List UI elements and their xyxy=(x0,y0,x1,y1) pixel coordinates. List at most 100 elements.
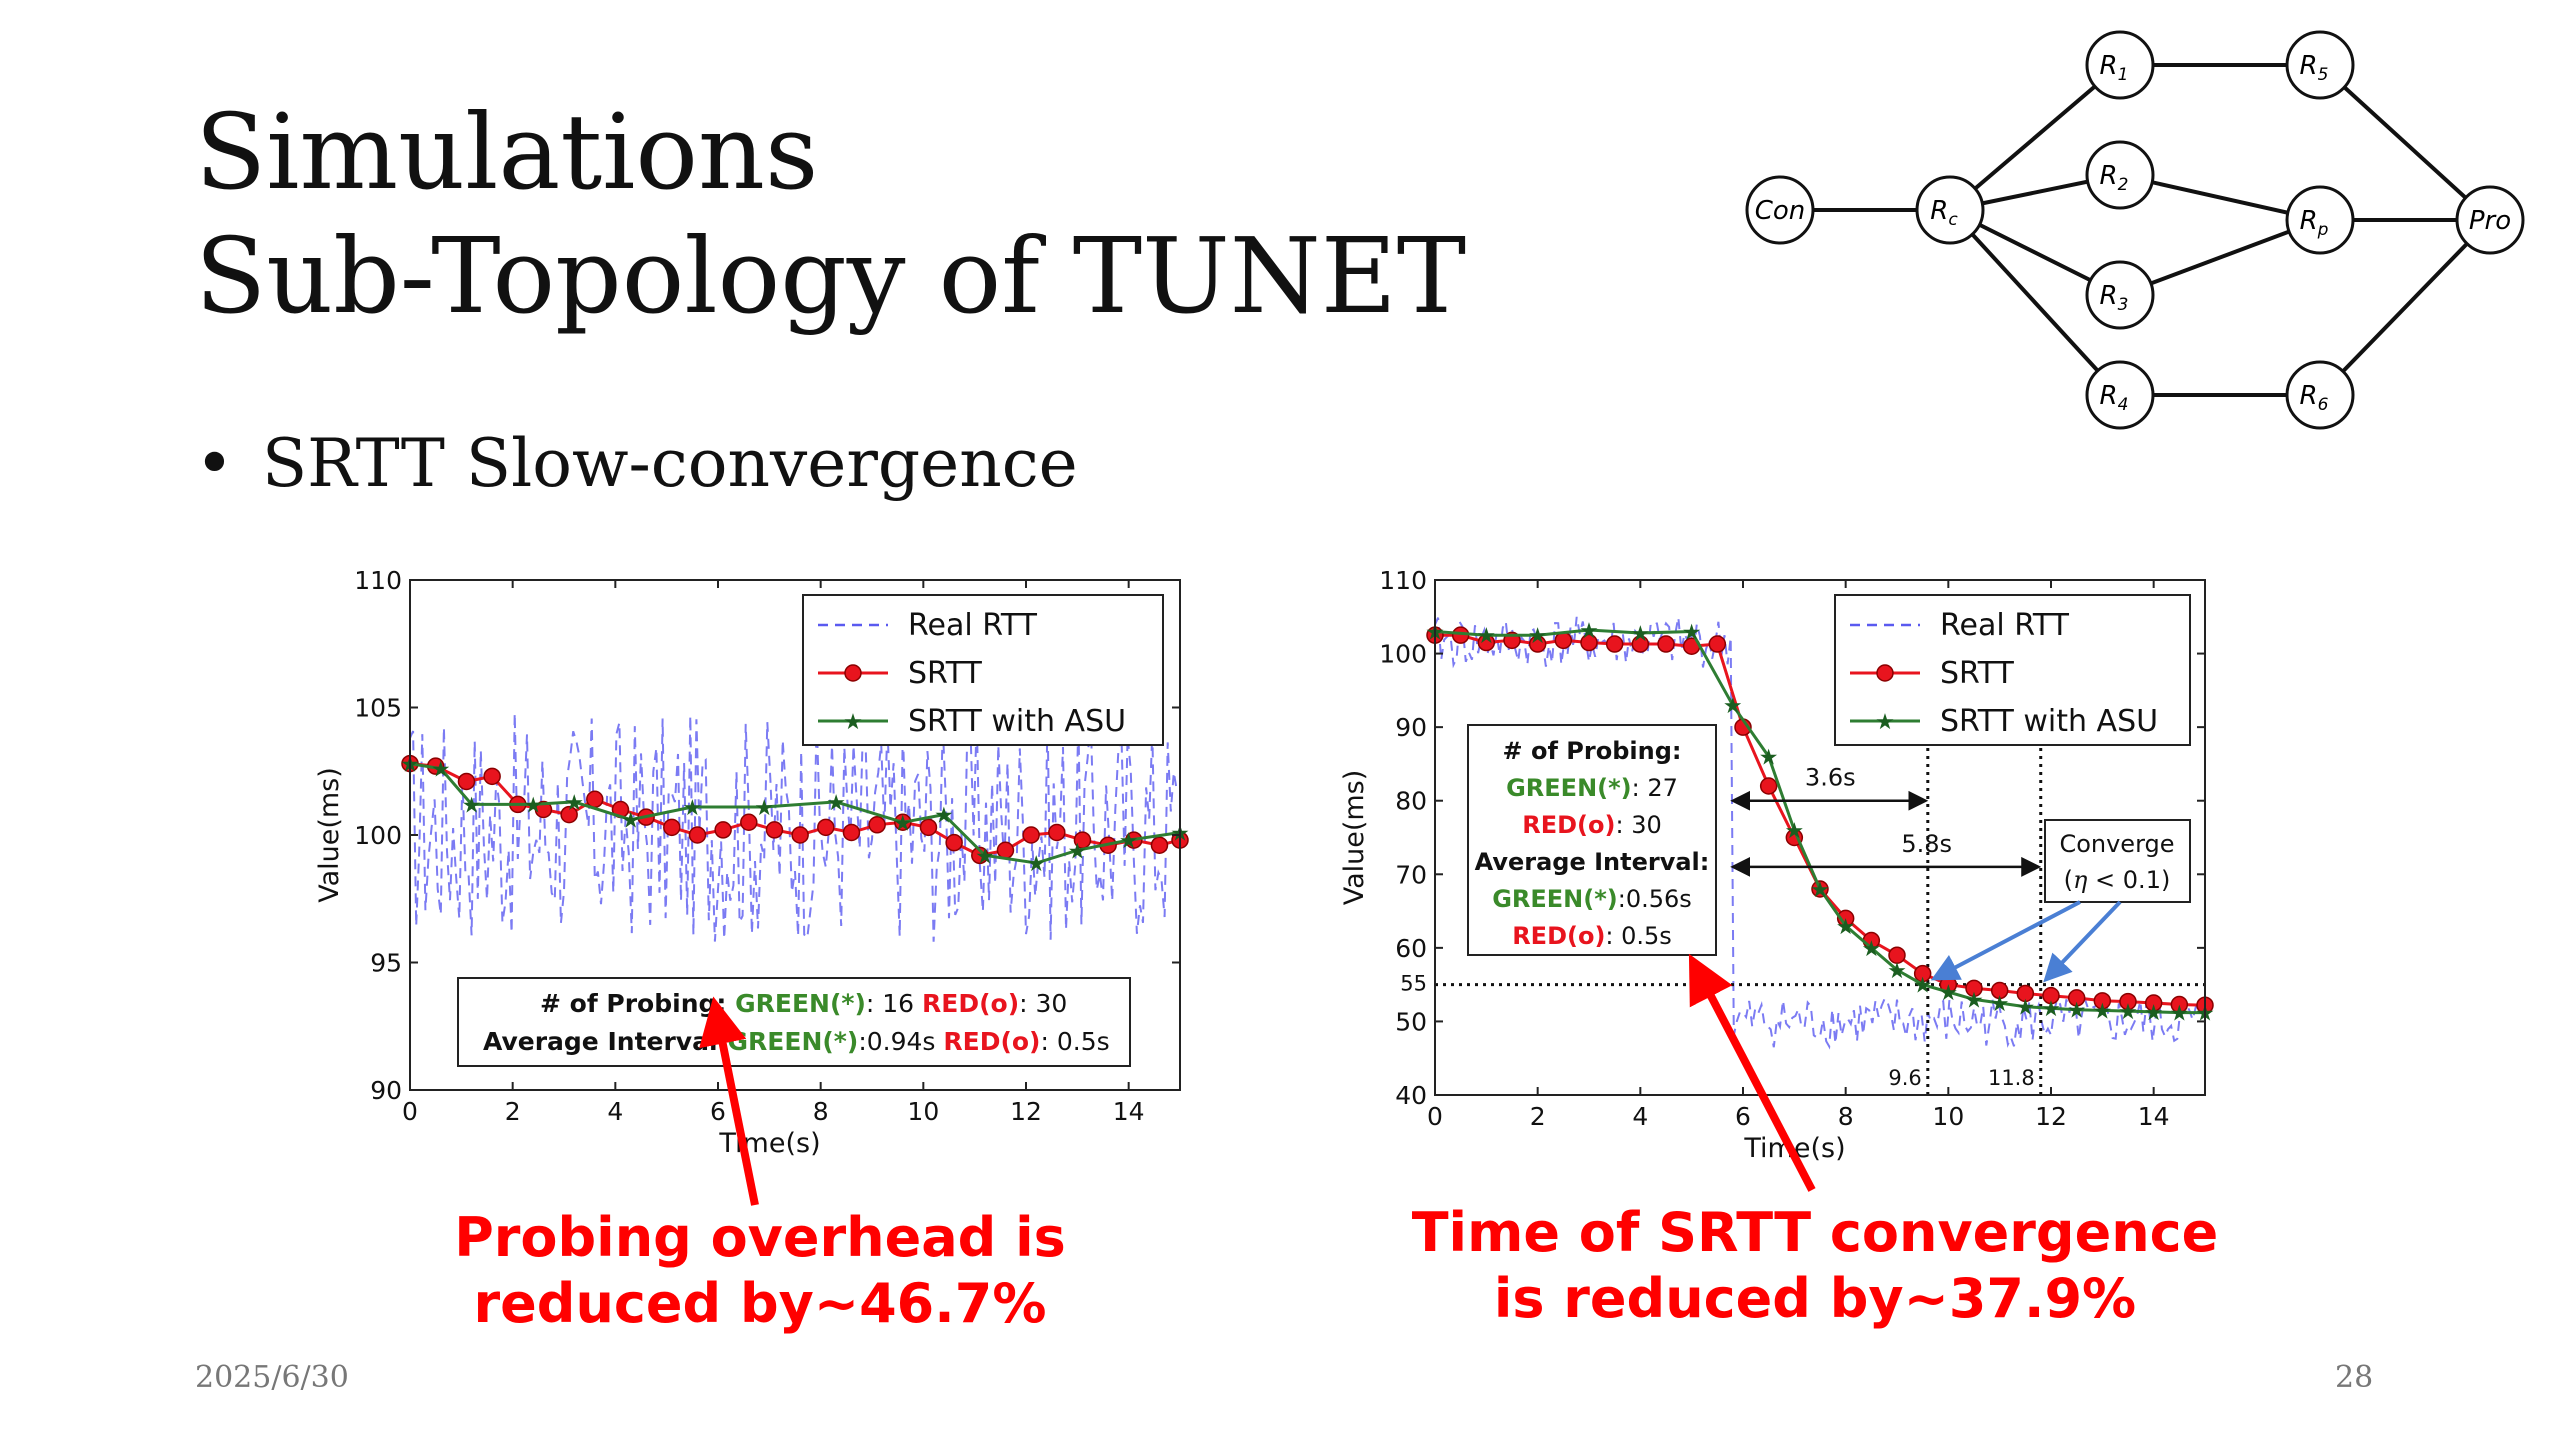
x-tick-label: 4 xyxy=(1632,1102,1648,1131)
srtt-point xyxy=(560,805,578,824)
y-tick-label: 60 xyxy=(1395,934,1427,963)
asu-point: ★ xyxy=(621,809,641,834)
topology-node-label: R6 xyxy=(2300,381,2329,415)
asu-point: ★ xyxy=(1026,852,1046,877)
svg-text:★: ★ xyxy=(1875,710,1895,735)
asu-point: ★ xyxy=(523,793,543,818)
asu-point: ★ xyxy=(564,791,584,816)
left-callout-line-2: reduced by~46.7% xyxy=(473,1272,1047,1335)
x-tick-label: 0 xyxy=(1427,1102,1443,1131)
footer-date: 2025/6/30 xyxy=(195,1360,349,1395)
convergence-time-label: 11.8 xyxy=(1988,1066,2035,1090)
bullet-dot-icon: • xyxy=(195,425,234,502)
annotation-frame xyxy=(1467,724,1717,956)
x-tick-label: 12 xyxy=(2035,1102,2067,1131)
srtt-point xyxy=(2067,989,2086,1007)
srtt-point xyxy=(714,821,732,839)
annotation-line-1: # of Probing: xyxy=(1503,737,1682,765)
topology-node-r3: R3 xyxy=(2085,260,2155,330)
srtt-point xyxy=(1888,946,1906,964)
legend-label: Real RTT xyxy=(1940,608,2070,643)
asu-point: ★ xyxy=(1836,915,1856,940)
asu-point: ★ xyxy=(2041,997,2061,1022)
chart-right: ★ ★ ★ ★ ★ ★★★★★★★★★ ★ ★ ★ ★ ★ ★ ★ ★ ★ ★ ★ 0 2 4 6 8 10 12 14 40 5… xyxy=(1339,566,2215,1164)
page-title: Simulations Sub-Topology of TUNET xyxy=(195,90,1466,338)
x-axis-label: Time(s) xyxy=(718,1128,820,1159)
series-line xyxy=(409,762,1181,865)
asu-point: ★ xyxy=(1784,819,1804,844)
topology-edge-r6-pro xyxy=(2318,218,2492,397)
topology-node-label: R2 xyxy=(2100,161,2129,195)
srtt-point xyxy=(791,826,809,844)
asu-point: ★ xyxy=(1119,829,1139,854)
duration-label: 3.6s xyxy=(1805,764,1856,792)
srtt-point xyxy=(1022,826,1040,844)
x-tick-label: 0 xyxy=(402,1097,418,1126)
srtt-point xyxy=(1990,981,2009,1000)
topology-node-r2: R2 xyxy=(2085,140,2155,210)
chart-left: ★ ★★ ★ ★★★ ★ ★★ ★★ ★★ ★ ★ 0 2 4 6 8 10 12 14909510010511… xyxy=(314,566,1190,1159)
convergence-annotations: 3.6s 5.8s 9.6 11.8 Converge (η < 0.1) xyxy=(1730,764,2191,1090)
srtt-point xyxy=(945,833,963,852)
srtt-point xyxy=(1631,635,1650,653)
legend-label: Real RTT xyxy=(908,608,1038,643)
asu-point: ★ xyxy=(2144,1001,2164,1026)
x-tick-label: 10 xyxy=(907,1097,939,1126)
asu-point: ★ xyxy=(2169,1002,2189,1027)
annotation-line-6: RED(o): 0.5s xyxy=(1512,922,1672,950)
srtt-series xyxy=(401,754,1189,865)
srtt-point xyxy=(1150,836,1169,854)
asu-point: ★ xyxy=(2015,996,2035,1021)
annotation-line-4: Average Interval: xyxy=(1475,848,1710,876)
y-tick-label: 90 xyxy=(1395,713,1427,742)
converge-pointer-arrow xyxy=(2043,900,2122,983)
legend-label: SRTT xyxy=(908,656,983,691)
y-tick-label: 100 xyxy=(354,821,402,850)
right-callout-arrow xyxy=(1688,953,1816,1192)
asu-point: ★ xyxy=(1810,878,1830,903)
convergence-time-label: 9.6 xyxy=(1888,1066,1921,1090)
topology-node-label: R5 xyxy=(2300,51,2329,85)
legend-entry: ★ SRTT with ASU xyxy=(818,704,1126,739)
asu-point: ★ xyxy=(1913,974,1933,999)
duration-label: 5.8s xyxy=(1901,830,1952,858)
asu-point: ★ xyxy=(1887,959,1907,984)
title-line-2: Sub-Topology of TUNET xyxy=(195,215,1467,337)
y-axis-label: Value(ms) xyxy=(1339,770,1370,906)
asu-point: ★ xyxy=(1067,839,1087,864)
asu-point: ★ xyxy=(1682,621,1702,646)
left-callout: Probing overhead is reduced by~46.7% xyxy=(430,1205,1090,1337)
topology-node-label: Rc xyxy=(1930,196,1958,230)
topology-node-r4: R4 xyxy=(2085,360,2155,430)
srtt-point xyxy=(868,816,886,834)
asu-point: ★ xyxy=(1528,624,1548,649)
asu-point: ★ xyxy=(1723,694,1743,719)
left-callout-line-1: Probing overhead is xyxy=(454,1206,1066,1269)
srtt-point xyxy=(1580,633,1598,652)
topology-node-label: Rp xyxy=(2300,206,2329,240)
page-number: 28 xyxy=(2335,1360,2374,1395)
x-tick-label: 4 xyxy=(607,1097,623,1126)
right-callout-line-2: is reduced by~37.9% xyxy=(1493,1267,2137,1330)
srtt-point xyxy=(2042,986,2060,1005)
svg-text:★: ★ xyxy=(843,710,863,735)
y-tick-label: 110 xyxy=(1379,566,1427,595)
topology-node-r1: R1 xyxy=(2085,30,2155,100)
legend-label: SRTT xyxy=(1940,656,2015,691)
legend-label: SRTT with ASU xyxy=(908,704,1126,739)
topology-node-con: Con xyxy=(1745,175,1815,245)
srtt-point xyxy=(919,818,938,837)
asu-point: ★ xyxy=(1938,981,1958,1006)
topology-node-label: R1 xyxy=(2100,51,2129,85)
srtt-asu-series: ★ ★ ★ ★ ★ ★★★★★★★★★ ★ ★ ★ ★ ★ ★ ★ ★ ★ ★ ★ xyxy=(1425,619,2215,1027)
topology-diagram: Con Rc R1 R2 R3 R4 R5 Rp R6 Pro xyxy=(1745,30,2525,430)
asu-point: ★ xyxy=(431,758,451,783)
srtt-point xyxy=(2119,992,2137,1011)
topology-node-label: R4 xyxy=(2100,381,2129,415)
annotation-frame xyxy=(457,977,1131,1067)
legend-entry: SRTT xyxy=(818,656,983,691)
srtt-point xyxy=(740,813,758,831)
legend: Real RTT SRTT ★ SRTT with ASU xyxy=(1834,594,2191,746)
x-tick-label: 10 xyxy=(1932,1102,1964,1131)
